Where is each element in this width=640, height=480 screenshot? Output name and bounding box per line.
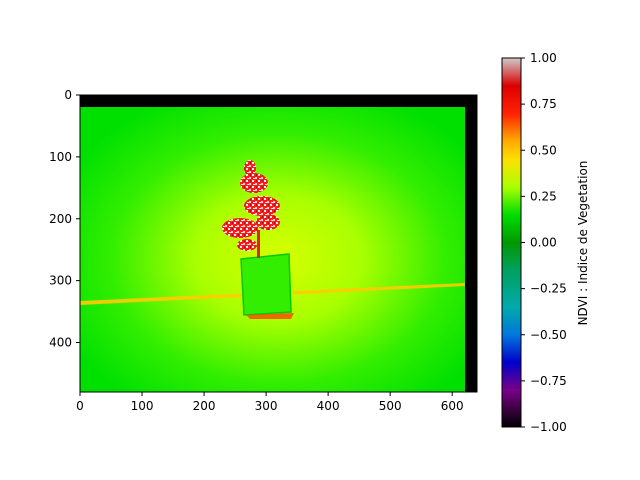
plant-leaves — [222, 160, 280, 258]
x-tick-label: 300 — [255, 399, 278, 413]
colorbar-tick-label: −1.00 — [530, 420, 567, 434]
colorbar-tick-label: −0.25 — [530, 282, 567, 296]
colorbar-tick-label: −0.50 — [530, 328, 567, 342]
colorbar-gradient — [501, 57, 522, 428]
y-axis: 0 100 200 300 400 — [49, 88, 80, 350]
x-tick-label: 600 — [441, 399, 464, 413]
x-tick-label: 0 — [76, 399, 84, 413]
colorbar-tick-label: −0.75 — [530, 374, 567, 388]
image-top-border — [80, 95, 477, 107]
ndvi-image — [79, 94, 478, 393]
image-frame — [79, 94, 478, 393]
y-tick-label: 0 — [64, 88, 72, 102]
x-tick-label: 100 — [131, 399, 154, 413]
colorbar-tick-label: 0.75 — [530, 97, 557, 111]
y-tick-label: 300 — [49, 274, 72, 288]
colorbar-ticks: 1.00 0.75 0.50 0.25 0.00 −0.25 −0.50 −0.75 −1.00 — [521, 51, 567, 434]
x-tick-label: 200 — [193, 399, 216, 413]
x-tick-label: 500 — [379, 399, 402, 413]
plant-pot — [240, 253, 292, 316]
x-tick-label: 400 — [317, 399, 340, 413]
colorbar-tick-label: 0.50 — [530, 143, 557, 157]
y-tick-label: 200 — [49, 212, 72, 226]
colorbar-tick-label: 0.25 — [530, 189, 557, 203]
colorbar-tick-label: 1.00 — [530, 51, 557, 65]
colorbar-label: NDVI : Indice de Vegetation — [576, 161, 590, 326]
image-right-border — [465, 95, 477, 392]
ndvi-background-region — [80, 95, 477, 392]
colorbar: 1.00 0.75 0.50 0.25 0.00 −0.25 −0.50 −0.75 −1.00… — [501, 51, 590, 434]
pot-shadow-edge — [246, 313, 294, 319]
y-tick-label: 400 — [49, 336, 72, 350]
x-axis: 0 100 200 300 400 500 600 — [76, 392, 464, 413]
y-tick-label: 100 — [49, 150, 72, 164]
colorbar-tick-label: 0.00 — [530, 236, 557, 250]
